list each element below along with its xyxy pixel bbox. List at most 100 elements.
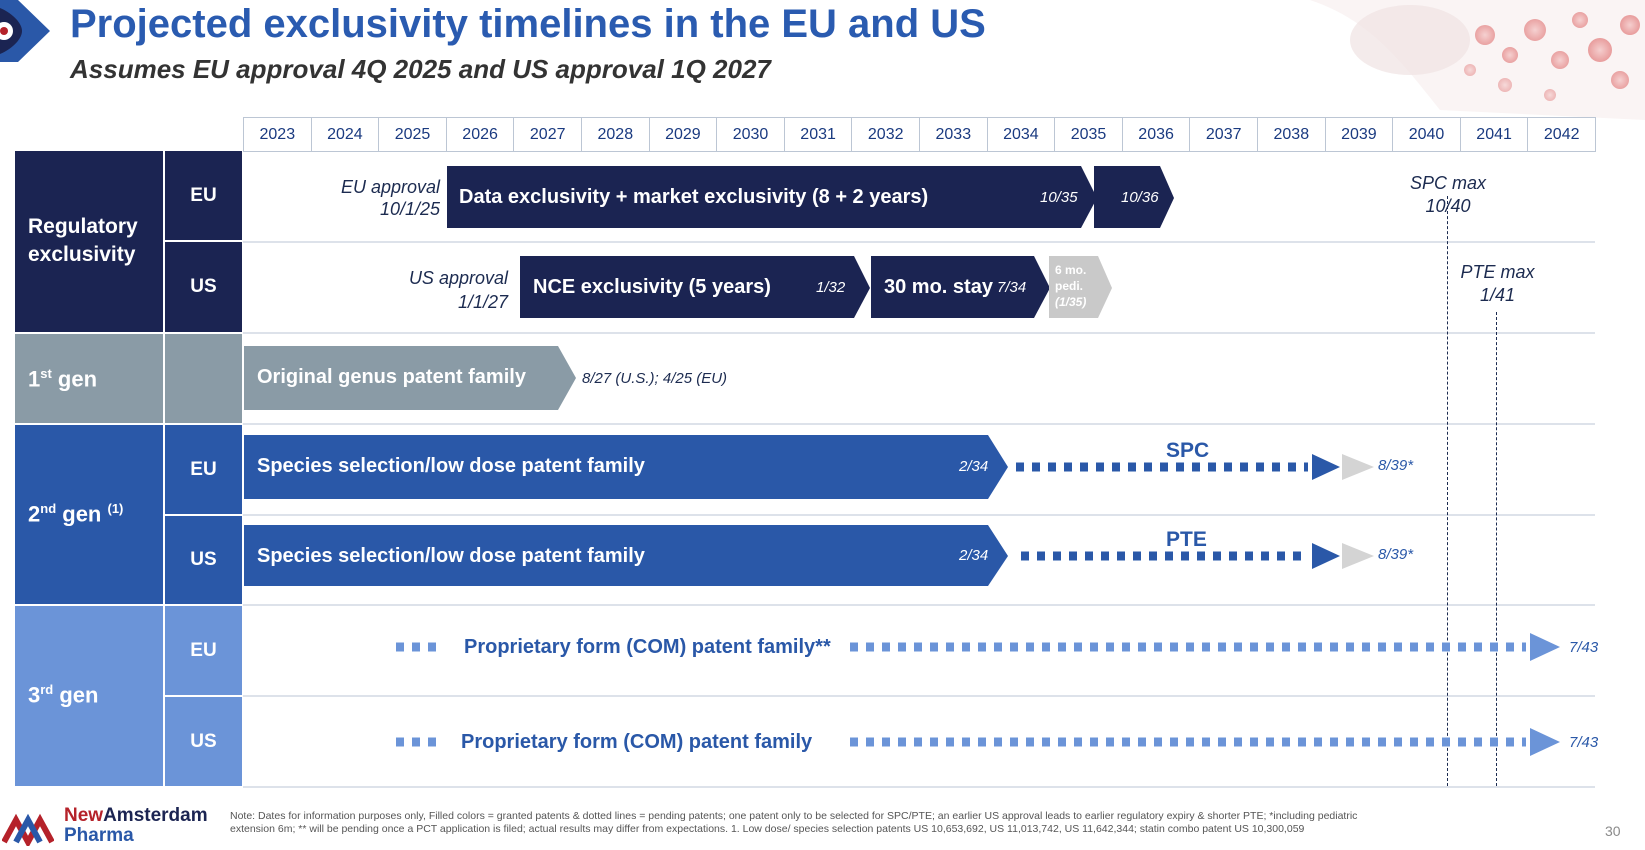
pte-max-line [1496,312,1497,786]
gen2-label-rest: gen [56,501,108,527]
gen2-eu-label: EU [165,425,242,514]
year-cell-2024: 2024 [310,117,380,152]
row-separator [243,423,1595,425]
eu-approval-line1: EU approval [340,177,440,197]
row-separator [243,786,1595,788]
pte-max-line1: PTE max [1460,262,1535,282]
brand-part1: New [64,805,104,826]
gen3-us-arrow [1530,728,1560,756]
eu-data-exclusivity-end: 10/35 [1040,189,1078,206]
gen3-eu-arrow [1530,633,1560,661]
footnote-line1: Note: Dates for information purposes onl… [230,810,1358,822]
us-nce-bar [520,256,870,318]
us-pedi-label: 6 mo. pedi. (1/35) [1055,262,1086,310]
year-cell-2035: 2035 [1054,117,1123,152]
gen3-eu-label: EU [165,606,242,695]
eu-approval-date: 10/1/25 [379,199,440,219]
pte-max-label: PTE max 1/41 [1440,261,1555,307]
page-title: Projected exclusivity timelines in the E… [70,2,986,46]
pte-max-date: 1/41 [1479,285,1516,305]
us-pedi-line1: 6 mo. [1055,263,1087,277]
page-subtitle: Assumes EU approval 4Q 2025 and US appro… [70,54,771,84]
company-name: NewAmsterdam Pharma [64,806,208,846]
regulatory-label-line2: exclusivity [28,243,136,266]
year-cell-2033: 2033 [919,117,988,152]
year-cell-2023: 2023 [243,117,312,152]
us-pedi-line3: (1/35) [1055,295,1087,309]
eu-data-exclusivity-bar [447,166,1097,228]
brand-line2: Pharma [64,825,134,846]
row-separator [243,695,1595,697]
us-approval-label: US approval 1/1/27 [395,266,508,314]
us-pedi-bar [1049,256,1112,318]
gen2-label-sup: nd [40,501,57,516]
spc-max-line [1447,196,1448,786]
year-cell-2030: 2030 [716,117,785,152]
eu-approval-label: EU approval 10/1/25 [330,176,440,220]
gen2-eu-spc-label: SPC [1166,439,1210,462]
year-cell-2028: 2028 [581,117,650,152]
gen2-us-ext-end: 8/39* [1378,546,1414,563]
gen3-label-sup: rd [40,682,54,697]
category-gen3: 3rd gen [15,606,163,786]
gen1-label-num: 1 [28,366,41,392]
gen3-eu-end: 7/43 [1569,639,1599,656]
year-cell-2029: 2029 [648,117,718,152]
regulatory-label-line1: Regulatory [28,215,138,238]
us-pedi-line2: pedi. [1055,279,1084,293]
year-cell-2026: 2026 [445,117,515,152]
gen2-eu-ext-end: 8/39* [1378,457,1414,474]
year-cell-2037: 2037 [1189,117,1258,152]
gen2-label-num: 2 [28,501,41,527]
eu-market-extension-bar [1094,166,1174,228]
spc-max-date: 10/40 [1425,196,1471,216]
gen2-us-arrow [1312,543,1340,569]
us-nce-label: NCE exclusivity (5 years) [533,276,771,298]
row-separator [243,604,1595,606]
us-30mo-stay-end: 7/34 [997,279,1027,296]
gen2-us-pte-label: PTE [1166,528,1207,551]
year-cell-2040: 2040 [1392,117,1461,152]
gen2-us-bar [244,525,1008,586]
year-cell-2031: 2031 [783,117,853,152]
page-number: 30 [1605,823,1621,839]
row-separator [243,514,1595,516]
blood-cells-decoration [1310,0,1645,120]
gen3-us-label: US [165,697,242,786]
year-cell-2036: 2036 [1121,117,1191,152]
category-gen1: 1st gen [15,334,163,423]
year-cell-2027: 2027 [513,117,582,152]
year-cell-2041: 2041 [1459,117,1529,152]
gen3-eu-bar-label: Proprietary form (COM) patent family** [464,636,831,658]
gen2-eu-bar-label: Species selection/low dose patent family [257,455,645,477]
us-nce-end: 1/32 [816,279,846,296]
brand-part2: Amsterdam [103,805,208,826]
year-cell-2038: 2038 [1257,117,1326,152]
gen1-bar [244,346,576,410]
gen2-eu-arrow [1312,454,1340,480]
gen1-bar-label: Original genus patent family [257,366,526,388]
gen2-eu-bar [244,435,1008,499]
gen3-us-end: 7/43 [1569,734,1599,751]
regulatory-us-label: US [165,242,242,332]
eu-extension-end: 10/36 [1121,189,1159,206]
year-cell-2025: 2025 [378,117,447,152]
gen3-us-bar-label: Proprietary form (COM) patent family [461,731,813,753]
company-logo-icon [2,813,54,846]
us-approval-line1: US approval [408,268,508,288]
year-cell-2042: 2042 [1527,117,1596,152]
gen2-footnote-mark: (1) [107,501,124,516]
footnote: Note: Dates for information purposes onl… [230,810,1470,836]
gen2-eu-pedi-arrow [1342,454,1374,480]
regulatory-eu-label: EU [165,151,242,240]
gen1-label-rest: gen [51,366,98,392]
us-approval-date: 1/1/27 [457,292,508,312]
gen2-us-label: US [165,516,242,604]
spc-max-line1: SPC max [1409,173,1487,193]
gen2-us-end: 2/34 [959,547,989,564]
gen2-eu-end: 2/34 [959,458,989,475]
spc-max-label: SPC max 10/40 [1390,172,1506,218]
gen2-us-pedi-arrow [1342,543,1374,569]
us-30mo-stay-label: 30 mo. stay [884,276,993,298]
